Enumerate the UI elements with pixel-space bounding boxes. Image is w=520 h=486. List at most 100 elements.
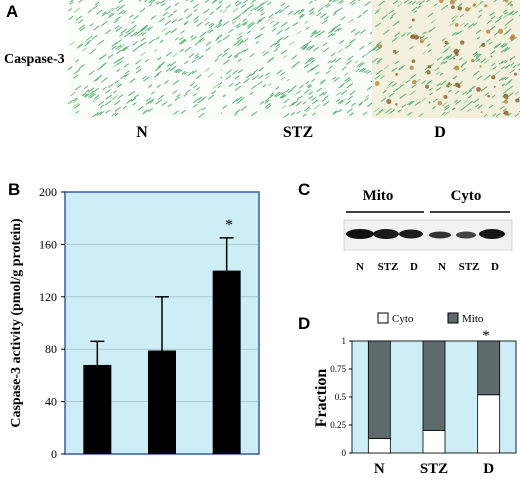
cell-nucleus-mark [99,104,104,108]
caspase-stain-mark [479,65,482,68]
cell-nucleus-mark [162,12,168,17]
cell-nucleus-mark [130,31,138,37]
cell-nucleus-mark [375,7,382,12]
cell-nucleus-mark [375,69,383,75]
cell-nucleus-mark [394,60,400,65]
cell-nucleus-mark [508,0,513,5]
cell-nucleus-mark [194,19,199,24]
cell-nucleus-mark [200,38,206,43]
cell-nucleus-mark [185,0,189,2]
cell-nucleus-mark [198,112,205,118]
cell-nucleus-mark [399,93,406,99]
cell-nucleus-mark [130,24,137,30]
cell-nucleus-mark [219,34,222,38]
caspase-stain-mark [443,94,448,99]
cell-nucleus-mark [81,47,87,52]
cell-nucleus-mark [364,51,370,57]
cell-nucleus-mark [256,19,263,24]
blot-lane-2: STZ [378,261,399,273]
caspase-stain-mark [487,94,490,98]
cell-nucleus-mark [498,60,504,65]
cell-nucleus-mark [156,70,162,75]
cell-nucleus-mark [197,55,204,60]
caspase-stain-mark [493,86,496,88]
cell-nucleus-mark [253,69,258,73]
cell-nucleus-mark [140,51,146,57]
cell-nucleus-mark [258,74,264,79]
cell-nucleus-mark [273,91,281,97]
cell-nucleus-mark [286,78,291,82]
cell-nucleus-mark [276,69,283,75]
cell-nucleus-mark [180,109,186,115]
cell-nucleus-mark [190,35,194,38]
caspase-stain-mark [454,65,460,71]
cell-nucleus-mark [337,99,344,105]
cell-nucleus-mark [148,84,152,88]
chart-b-tick-label: 40 [45,395,57,409]
cell-nucleus-mark [332,76,337,80]
cell-nucleus-mark [315,71,320,75]
cell-nucleus-mark [509,69,515,74]
cell-nucleus-mark [191,36,197,41]
cell-nucleus-mark [382,31,387,35]
cell-nucleus-mark [167,103,172,108]
cell-nucleus-mark [174,68,179,73]
cell-nucleus-mark [209,11,215,16]
cell-nucleus-mark [475,54,482,59]
cell-nucleus-mark [74,85,82,91]
cell-nucleus-mark [123,47,129,52]
caspase-stain-mark [425,84,430,89]
cell-nucleus-mark [436,56,443,61]
cell-nucleus-mark [310,32,317,38]
cell-nucleus-mark [92,112,99,118]
cell-nucleus-mark [193,15,199,21]
chart-d-legend-label: Cyto [392,313,414,325]
cell-nucleus-mark [130,97,136,102]
cell-nucleus-mark [193,9,198,12]
cell-nucleus-mark [283,113,290,118]
caspase-stain-mark [439,0,444,4]
cell-nucleus-mark [488,41,493,45]
caspase-stain-mark [471,58,475,63]
cell-nucleus-mark [491,62,496,67]
cell-nucleus-mark [217,85,222,89]
cell-nucleus-mark [321,19,328,25]
cell-nucleus-mark [449,55,456,61]
cell-nucleus-mark [458,57,463,61]
cell-nucleus-mark [220,112,222,114]
cell-nucleus-mark [461,68,466,72]
cell-nucleus-mark [348,18,354,24]
cell-nucleus-mark [308,84,313,89]
cell-nucleus-mark [375,22,381,28]
cell-nucleus-mark [429,92,433,96]
cell-nucleus-mark [483,77,488,81]
caspase-stain-mark [509,35,514,41]
cell-nucleus-mark [252,74,259,81]
cell-nucleus-mark [320,79,326,84]
condition-label-n: N [136,124,148,141]
cell-nucleus-mark [283,55,288,59]
cell-nucleus-mark [448,89,452,93]
cell-nucleus-mark [334,28,340,33]
cell-nucleus-mark [407,100,413,106]
chart-d-tick-label: 0.5 [335,392,347,402]
cell-nucleus-mark [408,100,415,106]
cell-nucleus-mark [216,23,222,29]
cell-nucleus-mark [193,103,198,108]
cell-nucleus-mark [306,40,312,46]
micrograph-d [372,0,520,118]
cell-nucleus-mark [220,76,222,79]
cell-nucleus-mark [291,55,298,60]
caspase-stain-mark [428,101,431,104]
cell-nucleus-mark [69,0,74,3]
cell-nucleus-mark [95,77,100,82]
cell-nucleus-mark [472,51,478,56]
caspase-stain-mark [426,70,431,75]
cell-nucleus-mark [194,55,200,60]
cell-nucleus-mark [476,53,481,57]
caspase-stain-mark [409,65,414,71]
cell-nucleus-mark [323,95,329,99]
cell-nucleus-mark [96,9,103,15]
cell-nucleus-mark [279,93,286,99]
cell-nucleus-mark [174,96,180,101]
